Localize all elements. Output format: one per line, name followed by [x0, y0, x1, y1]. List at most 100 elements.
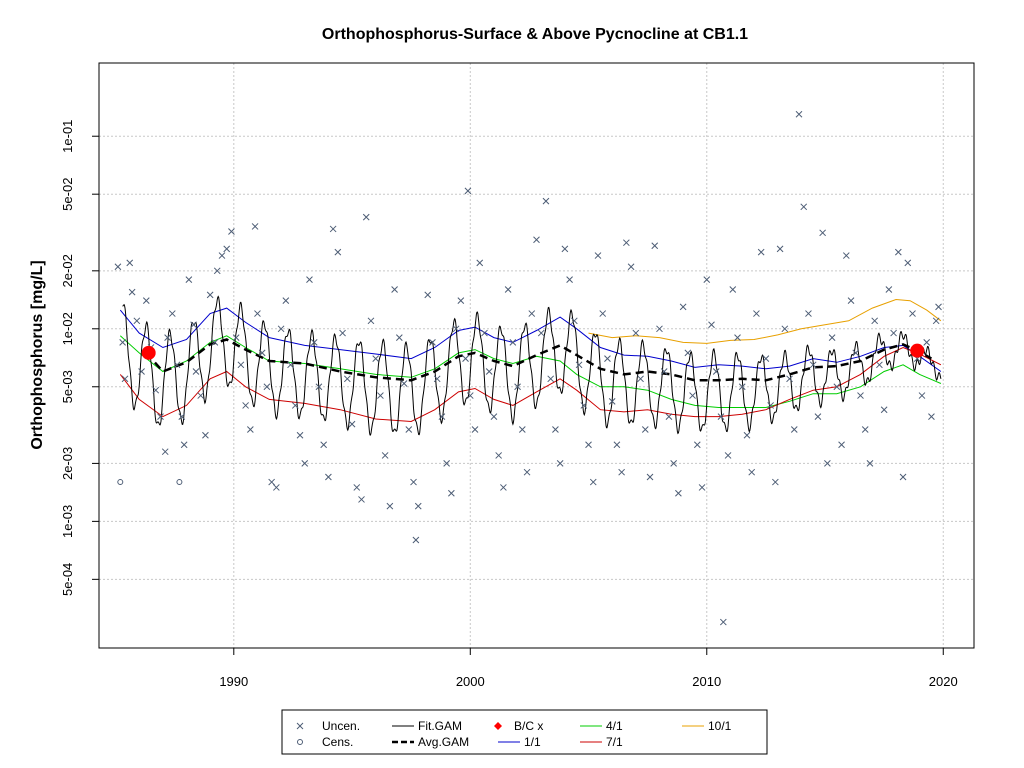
point-stroke	[518, 426, 526, 433]
point-stroke	[185, 276, 193, 283]
point-stroke	[504, 286, 512, 293]
point-stroke	[339, 329, 346, 337]
point-stroke	[372, 355, 380, 362]
x-tick-label: 2000	[456, 674, 485, 689]
point-stroke	[306, 276, 313, 283]
point-stroke	[838, 441, 845, 449]
uncensored-point	[246, 426, 254, 433]
uncensored-point	[504, 286, 512, 293]
point-stroke	[923, 339, 931, 346]
point-stroke	[866, 460, 874, 467]
plot-area	[98, 62, 975, 649]
uncensored-point	[168, 310, 176, 317]
point-stroke	[698, 484, 706, 491]
uncensored-point	[306, 276, 313, 283]
uncensored-point	[462, 355, 469, 362]
uncensored-point	[693, 441, 701, 449]
uncensored-point	[296, 431, 304, 439]
uncensored-point	[670, 460, 678, 467]
uncensored-point	[325, 473, 332, 481]
uncensored-point	[556, 460, 564, 467]
point-stroke	[819, 229, 827, 237]
uncensored-point	[547, 375, 555, 383]
uncensored-point	[894, 248, 902, 256]
uncensored-point	[589, 478, 597, 486]
point-stroke	[646, 473, 654, 481]
point-stroke	[362, 213, 370, 221]
uncensored-point	[932, 317, 940, 325]
uncensored-point	[698, 484, 706, 491]
point-stroke	[464, 187, 472, 195]
uncensored-point	[273, 484, 280, 491]
point-stroke	[386, 502, 394, 510]
point-stroke	[729, 286, 737, 293]
uncensored-point	[684, 349, 692, 357]
uncensored-point	[738, 383, 746, 391]
point-stroke	[509, 339, 517, 346]
uncensored-point	[627, 263, 635, 271]
uncensored-point	[561, 245, 569, 253]
point-stroke	[637, 375, 644, 383]
uncensored-point	[381, 452, 389, 459]
point-stroke	[485, 368, 493, 375]
axis-ticks: 1990 2000 2010 2020 5e-04 1e-03 2e-03 5e-03 1e-0…	[60, 120, 958, 689]
point-stroke	[400, 380, 408, 387]
uncensored-point	[757, 248, 765, 256]
legend-label: 1/1	[524, 735, 541, 749]
uncensored-point	[128, 288, 136, 296]
point-stroke	[228, 228, 235, 235]
point-stroke	[296, 431, 304, 439]
uncensored-point	[206, 291, 214, 299]
uncensored-point	[277, 325, 285, 333]
legend-entry: B/C x	[494, 719, 543, 733]
point-stroke	[556, 460, 564, 467]
legend-label: B/C x	[514, 719, 543, 733]
uncensored-point	[824, 460, 831, 467]
uncensored-point	[119, 339, 127, 346]
uncensored-point	[580, 402, 588, 409]
uncensored-point	[753, 310, 760, 317]
point-stroke	[343, 375, 351, 383]
point-stroke	[719, 618, 727, 626]
point-stroke	[547, 375, 555, 383]
point-stroke	[800, 203, 808, 211]
y-tick-label: 1e-02	[60, 312, 75, 345]
point-stroke	[753, 310, 760, 317]
series-10-1-line	[588, 298, 942, 344]
uncensored-point	[377, 392, 384, 399]
point-stroke	[708, 321, 715, 329]
uncensored-point	[570, 317, 578, 325]
uncensored-point	[880, 406, 888, 414]
point-stroke	[613, 441, 621, 449]
point-stroke	[894, 248, 902, 256]
uncensored-point	[157, 413, 164, 420]
uncensored-point	[708, 321, 715, 329]
point-stroke	[268, 478, 275, 486]
point-stroke	[258, 349, 266, 357]
point-stroke	[918, 392, 926, 399]
uncensored-point	[223, 245, 231, 253]
uncensored-point	[424, 291, 432, 299]
point-stroke	[237, 361, 245, 369]
uncensored-point	[190, 321, 197, 329]
x-tick-label: 1990	[219, 674, 248, 689]
uncensored-point	[866, 460, 874, 467]
uncensored-point	[180, 441, 188, 449]
point-stroke	[315, 383, 323, 391]
uncensored-point	[613, 441, 621, 449]
point-stroke	[675, 489, 682, 497]
point-stroke	[353, 484, 361, 491]
point-stroke	[325, 473, 332, 481]
legend-entry: 10/1	[682, 719, 732, 733]
point-stroke	[790, 426, 798, 433]
uncensored-point	[842, 252, 850, 259]
uncensored-point	[885, 286, 893, 293]
point-stroke	[604, 355, 611, 362]
point-stroke	[254, 310, 261, 317]
point-stroke	[133, 317, 141, 325]
uncensored-point	[291, 402, 299, 409]
point-stroke	[263, 383, 271, 391]
point-stroke	[909, 310, 916, 317]
uncensored-point	[448, 489, 455, 497]
